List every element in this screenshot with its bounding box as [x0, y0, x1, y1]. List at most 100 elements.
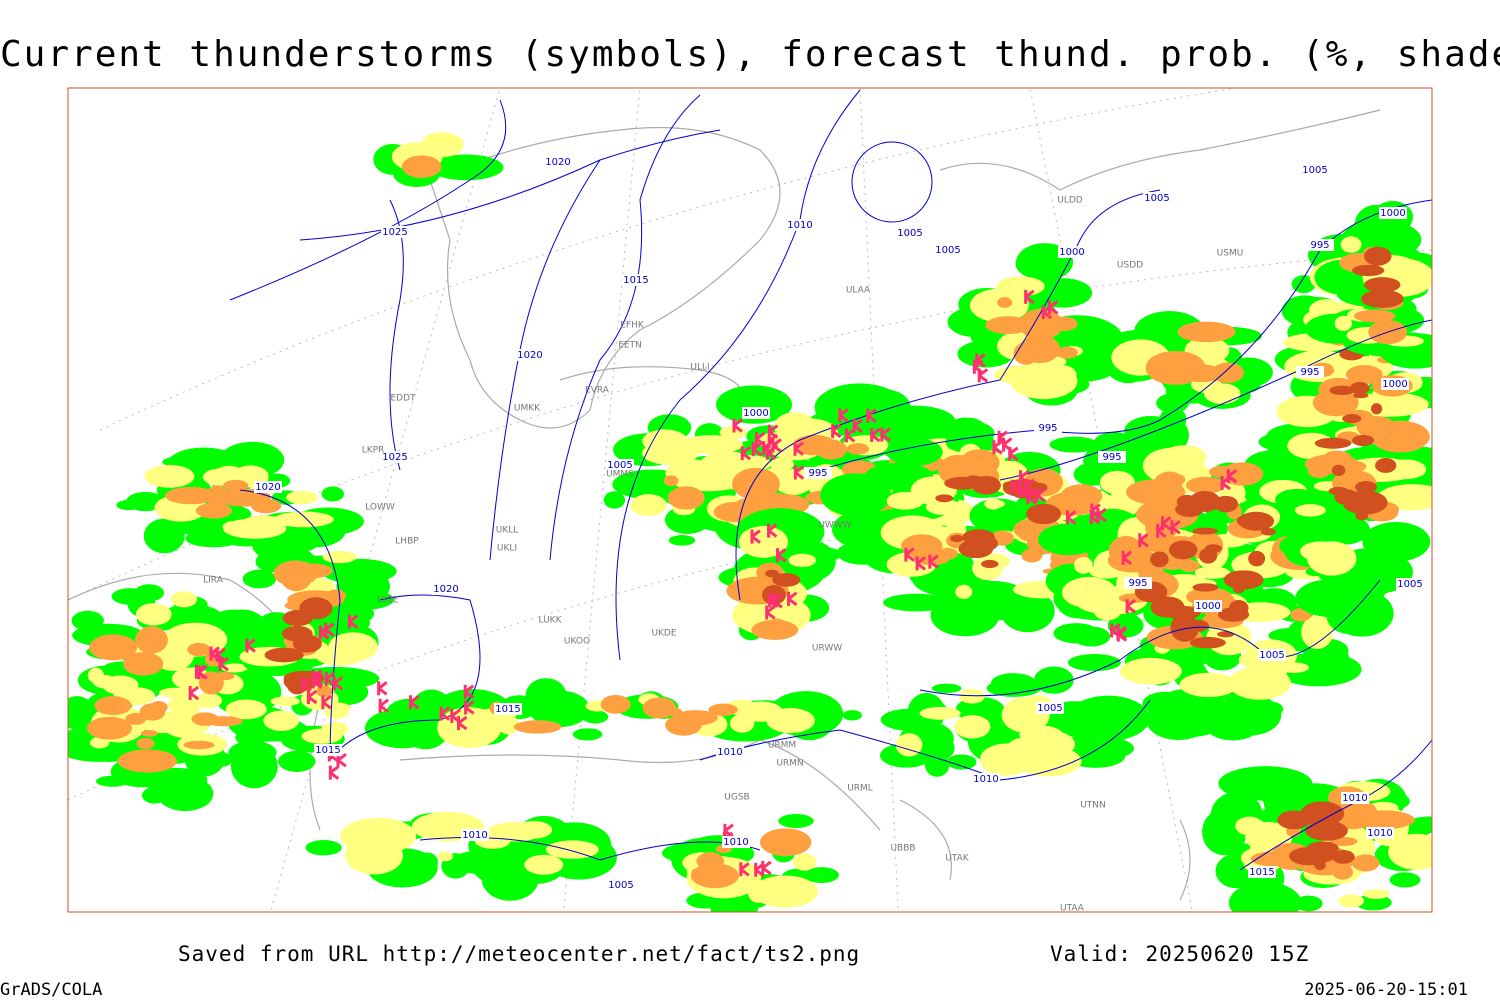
probability-patch [668, 535, 696, 546]
probability-patch [525, 678, 567, 713]
probability-patch [251, 498, 282, 514]
probability-patch [1188, 491, 1221, 512]
probability-patch [263, 710, 300, 731]
isobar-label-bg [1301, 164, 1329, 176]
isobar-label-bg [432, 583, 460, 595]
isobar-label-bg [1058, 246, 1086, 258]
probability-patch [1061, 576, 1117, 609]
isobar-label-bg [1248, 866, 1276, 878]
thunderstorm-symbol [324, 622, 335, 637]
probability-patch [642, 429, 688, 454]
station-label: USMU [1217, 249, 1244, 259]
probability-patch [691, 867, 718, 876]
probability-patch [772, 573, 801, 587]
probability-patch [141, 767, 208, 793]
thunderstorm-symbol [188, 685, 200, 701]
probability-patch [747, 882, 769, 903]
thunderstorm-symbol [328, 765, 340, 780]
probability-patch [1146, 699, 1211, 741]
probability-patch [1352, 264, 1385, 277]
isobar-label: 995 [1038, 423, 1057, 434]
probability-patch [1189, 619, 1209, 632]
probability-patch [732, 467, 780, 500]
probability-patch [959, 688, 986, 704]
probability-patch [1345, 365, 1383, 385]
thunderstorm-symbol [750, 529, 761, 544]
isobar-label: 995 [1102, 452, 1121, 463]
probability-patch [1178, 559, 1200, 572]
probability-patch [1355, 511, 1369, 521]
probability-patch [123, 652, 164, 676]
isobar-label: 1010 [1367, 828, 1392, 839]
probability-patch [1168, 540, 1198, 560]
thunderstorm-symbol [215, 647, 226, 662]
isobar-label: 1005 [1259, 650, 1284, 661]
isobar-label: 1005 [1144, 193, 1169, 204]
probability-patch [71, 610, 104, 631]
probability-patch [291, 563, 333, 579]
station-label: LYBE [377, 596, 398, 606]
probability-patch [497, 715, 519, 735]
isobar-label-bg [972, 773, 1000, 785]
probability-patch [1021, 548, 1043, 563]
isobar-label: 1005 [935, 245, 960, 256]
probability-patch [1233, 681, 1257, 693]
probability-patch [102, 675, 139, 695]
probability-patch [89, 634, 138, 661]
probability-patch [955, 584, 973, 599]
isobar-label: 1005 [607, 460, 632, 471]
thunderstorm-symbol [768, 592, 779, 608]
station-label: LKPR [362, 446, 385, 456]
thunderstorm-symbol [1010, 479, 1021, 494]
thunderstorm-symbol [1220, 475, 1231, 491]
probability-patch [221, 663, 248, 673]
isobar-label-bg [254, 481, 282, 493]
isobar-label: 1020 [517, 350, 542, 361]
station-label: EDDT [390, 394, 416, 404]
probability-patch [1205, 544, 1222, 553]
probability-patch [950, 534, 964, 543]
isobar-label: 1020 [545, 157, 570, 168]
thunderstorm-symbol [831, 423, 842, 439]
thunderstorm-symbol [377, 681, 388, 696]
isobar-label: 1010 [787, 220, 812, 231]
probability-patch [600, 694, 631, 714]
probability-patch [804, 867, 839, 883]
probability-patch [1072, 626, 1111, 647]
isobar-label-bg [461, 829, 489, 841]
probability-patch [1307, 541, 1357, 576]
probability-patch [140, 729, 159, 737]
thunderstorm-symbol [1121, 550, 1133, 566]
probability-patch [68, 696, 94, 724]
probability-patch [336, 568, 390, 605]
probability-patch [1329, 385, 1355, 396]
station-label: UBBB [890, 844, 915, 854]
isobar-label: 1005 [897, 228, 922, 239]
probability-patch [1389, 872, 1421, 888]
probability-patch [270, 696, 300, 707]
isobar-label-bg [722, 836, 750, 848]
station-label: LOWW [365, 503, 395, 513]
thunderstorm-symbol [1035, 487, 1046, 503]
thunderstorm-symbol [975, 353, 986, 368]
isobar-label-bg [381, 451, 409, 463]
probability-patch [1177, 321, 1236, 343]
probability-patch [1355, 894, 1392, 911]
probability-patch [581, 710, 609, 724]
station-label: UGSB [724, 793, 749, 803]
isobar-label-bg [1296, 366, 1324, 378]
isobar-label-bg [516, 349, 544, 361]
isobar-label: 1015 [315, 745, 340, 756]
probability-patch [1093, 600, 1122, 621]
probability-patch [1340, 236, 1362, 253]
probability-patch [1015, 746, 1082, 777]
probability-patch [1364, 246, 1392, 266]
probability-patch [1038, 523, 1100, 556]
thunderstorm-symbol [301, 677, 312, 692]
probability-patch [139, 703, 166, 721]
probability-patch [1260, 527, 1276, 536]
isobar-label: 1005 [1397, 579, 1422, 590]
thunderstorm-symbol [997, 430, 1008, 445]
probability-patch [513, 720, 562, 734]
probability-patch [603, 491, 626, 509]
